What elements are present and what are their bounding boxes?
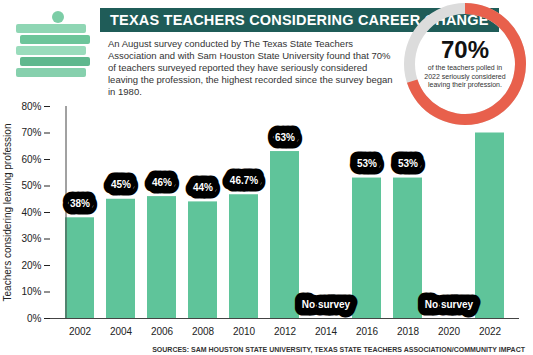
- svg-text:46%: 46%: [152, 177, 172, 188]
- svg-text:38%: 38%: [70, 198, 90, 209]
- svg-text:50%: 50%: [21, 180, 41, 191]
- html-text:An August survey conducted by: An August survey conducted by The Texas …: [108, 38, 393, 97]
- svg-text:2012: 2012: [274, 326, 297, 337]
- svg-text:No survey: No survey: [425, 299, 474, 310]
- svg-text:2016: 2016: [356, 326, 379, 337]
- svg-text:60%: 60%: [21, 154, 41, 165]
- svg-text:2020: 2020: [438, 326, 461, 337]
- svg-text:30%: 30%: [21, 233, 41, 244]
- svg-text:80%: 80%: [21, 101, 41, 112]
- svg-text:20%: 20%: [21, 260, 41, 271]
- svg-text:2010: 2010: [233, 326, 256, 337]
- svg-text:No survey: No survey: [302, 299, 351, 310]
- svg-text:70%: 70%: [21, 127, 41, 138]
- svg-text:40%: 40%: [21, 207, 41, 218]
- html-text:70%: 70%: [441, 36, 489, 64]
- html-text:of the teachers polled in 2022: of the teachers polled in 2022 seriously…: [424, 64, 506, 89]
- svg-text:2022: 2022: [479, 326, 502, 337]
- svg-text:46.7%: 46.7%: [230, 175, 258, 186]
- svg-text:2008: 2008: [192, 326, 215, 337]
- svg-text:10%: 10%: [21, 286, 41, 297]
- svg-text:53%: 53%: [398, 158, 418, 169]
- svg-text:2002: 2002: [69, 326, 92, 337]
- svg-text:63%: 63%: [275, 132, 295, 143]
- html-text:TEXAS TEACHERS CONSIDERING CAR: TEXAS TEACHERS CONSIDERING CAREER CHANGE: [110, 12, 489, 28]
- svg-text:2004: 2004: [110, 326, 133, 337]
- svg-text:44%: 44%: [193, 182, 213, 193]
- svg-text:53%: 53%: [357, 158, 377, 169]
- svg-text:Teachers considering leaving p: Teachers considering leaving profession: [2, 124, 13, 302]
- html-text:SOURCES: SAM HOUSTON STATE UNI: SOURCES: SAM HOUSTON STATE UNIVERSITY, T…: [152, 346, 525, 353]
- svg-text:2018: 2018: [397, 326, 420, 337]
- svg-text:45%: 45%: [111, 179, 131, 190]
- svg-text:2014: 2014: [315, 326, 338, 337]
- svg-text:2006: 2006: [151, 326, 174, 337]
- svg-text:0%: 0%: [27, 313, 42, 324]
